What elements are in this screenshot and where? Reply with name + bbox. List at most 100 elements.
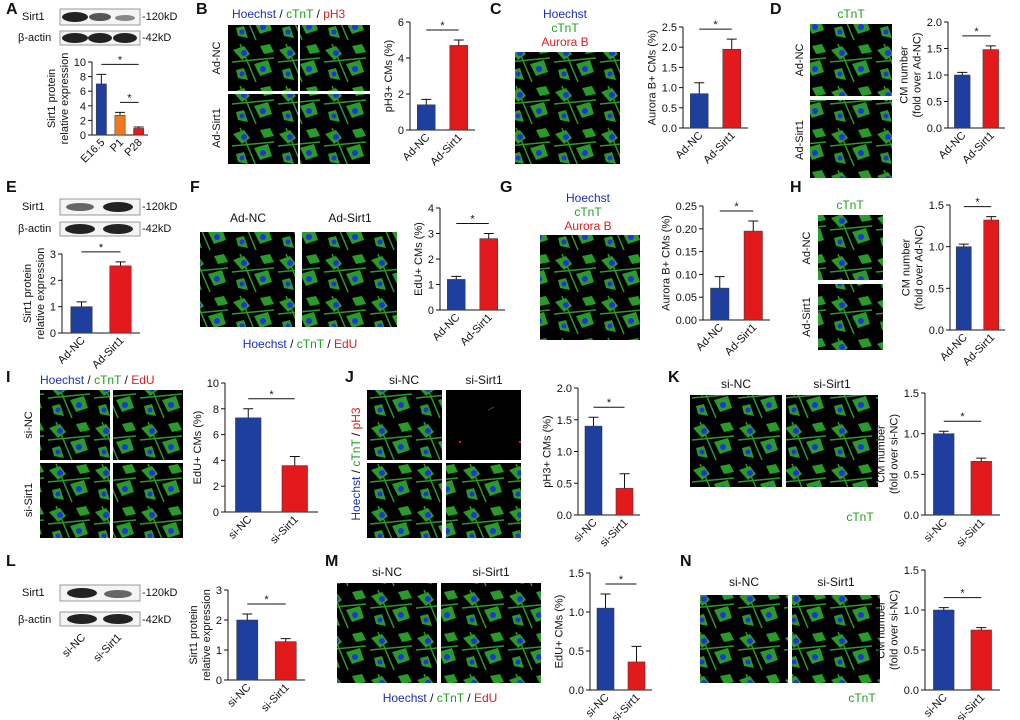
bar <box>970 461 992 516</box>
panel-letter: A <box>6 1 18 18</box>
y-axis-label: CM number <box>876 601 888 659</box>
y-axis-label: relative expression <box>35 248 47 340</box>
error-bar <box>957 71 968 75</box>
error-bar <box>451 275 462 280</box>
y-tick-label: 0.0 <box>927 123 942 135</box>
sig-label: * <box>975 197 980 209</box>
y-tick-label: 0.5 <box>904 645 919 657</box>
x-tick-label: si-Sirt1 <box>955 692 988 720</box>
y-tick-label: 2 <box>80 115 86 127</box>
band-label: β-actin <box>18 32 51 44</box>
error-bar <box>115 111 125 116</box>
y-tick-label: 1.0 <box>927 70 942 82</box>
stain: cTnT <box>574 205 602 219</box>
stain: Hoechst <box>40 373 85 387</box>
panel-letter: M <box>325 553 338 570</box>
col-label: Ad-NC <box>230 211 266 225</box>
y-tick-label: 1.0 <box>557 447 572 459</box>
row-label: Ad-NC <box>801 231 813 264</box>
y-tick-label: 3 <box>428 229 434 241</box>
panel-letter: H <box>790 179 802 196</box>
error-bar <box>115 261 126 266</box>
size-label: -42kD <box>142 32 171 44</box>
labels: A Sirt1 β-actin -120kD -42kD B Hoechst /… <box>6 1 876 705</box>
bar <box>982 49 999 129</box>
row-label: Ad-NC <box>211 41 223 74</box>
x-tick-label: Ad-Sirt1 <box>458 312 495 349</box>
y-tick-label: 1.5 <box>904 388 919 400</box>
y-axis-label: relative expression <box>201 589 213 681</box>
error-bar <box>985 45 996 50</box>
y-tick-label: 2 <box>213 481 219 493</box>
y-axis-label: Aurora B+ CMs (%) <box>647 30 659 126</box>
sig-label: * <box>734 201 739 213</box>
sig-label: * <box>269 389 274 401</box>
stain-label: Hoechst / cTnT / pH3 <box>232 7 346 21</box>
stain: cTnT <box>349 439 363 467</box>
y-axis-label: pH3+ CMs (%) <box>542 415 554 487</box>
x-tick-label: Ad-Sirt1 <box>701 130 738 167</box>
x-tick-label: si-NC <box>572 517 600 545</box>
col-label: Ad-Sirt1 <box>328 211 372 225</box>
bar <box>95 83 107 136</box>
bar <box>710 287 730 321</box>
y-tick-label: 1 <box>50 302 56 314</box>
x-tick-label: Ad-Sirt1 <box>723 322 760 359</box>
error-bar <box>976 627 987 630</box>
panel-letter: J <box>345 369 354 386</box>
x-tick-label: Ad-NC <box>401 132 433 164</box>
stain: / <box>349 432 363 436</box>
y-tick-label: 3 <box>216 585 222 597</box>
bar <box>933 433 955 516</box>
stain: Aurora B <box>541 35 588 49</box>
y-axis-label: EdU+ CMs (%) <box>413 222 425 296</box>
row-label: Ad-NC <box>794 43 806 76</box>
y-tick-label: 0.5 <box>557 478 572 490</box>
y-axis-label: CM number <box>876 425 888 483</box>
error-bar <box>243 408 254 418</box>
y-tick-label: 2.0 <box>927 17 942 29</box>
y-tick-label: 10 <box>74 57 86 69</box>
lane-label: si-Sirt1 <box>91 632 124 665</box>
bar <box>70 306 93 334</box>
bar <box>743 230 763 321</box>
stain: / <box>87 373 91 387</box>
y-tick-label: 0.10 <box>676 269 697 281</box>
y-tick-label: 6 <box>398 17 404 29</box>
x-tick-label: si-NC <box>584 692 612 720</box>
x-tick-label: si-NC <box>922 692 950 720</box>
y-axis-label: (fold over si-NC) <box>889 590 901 670</box>
error-bar <box>483 233 494 239</box>
error-bar <box>453 39 464 46</box>
y-tick-label: 1.5 <box>929 200 944 212</box>
x-tick-label: si-Sirt1 <box>268 514 301 547</box>
y-tick-label: 8 <box>213 404 219 416</box>
y-tick-label: 0.0 <box>557 510 572 522</box>
y-tick-label: 1.0 <box>569 607 584 619</box>
y-tick-label: 0.5 <box>569 646 584 658</box>
stain: cTnT <box>846 510 874 524</box>
bar <box>109 265 132 334</box>
error-bar <box>694 82 705 94</box>
x-tick-label: Ad-NC <box>56 335 88 367</box>
col-label: si-Sirt1 <box>817 575 855 589</box>
stain: Hoechst <box>232 7 277 21</box>
col-label: si-NC <box>729 575 759 589</box>
stain: Hoechst <box>383 691 428 705</box>
x-tick-label: si-Sirt1 <box>955 517 988 550</box>
panel-letter: G <box>500 179 512 196</box>
error-bar <box>726 38 737 50</box>
stain: cTnT <box>551 21 579 35</box>
x-tick-label: Ad-Sirt1 <box>428 132 465 169</box>
bar <box>584 425 603 516</box>
y-tick-label: 4 <box>80 101 86 113</box>
stain: EdU <box>474 691 497 705</box>
y-tick-label: 2 <box>50 275 56 287</box>
y-tick-label: 1.5 <box>927 44 942 56</box>
stain: / <box>317 7 321 21</box>
y-tick-label: 0.05 <box>676 292 697 304</box>
images <box>40 8 892 683</box>
sig-label: * <box>607 397 612 409</box>
error-bar <box>619 473 630 489</box>
